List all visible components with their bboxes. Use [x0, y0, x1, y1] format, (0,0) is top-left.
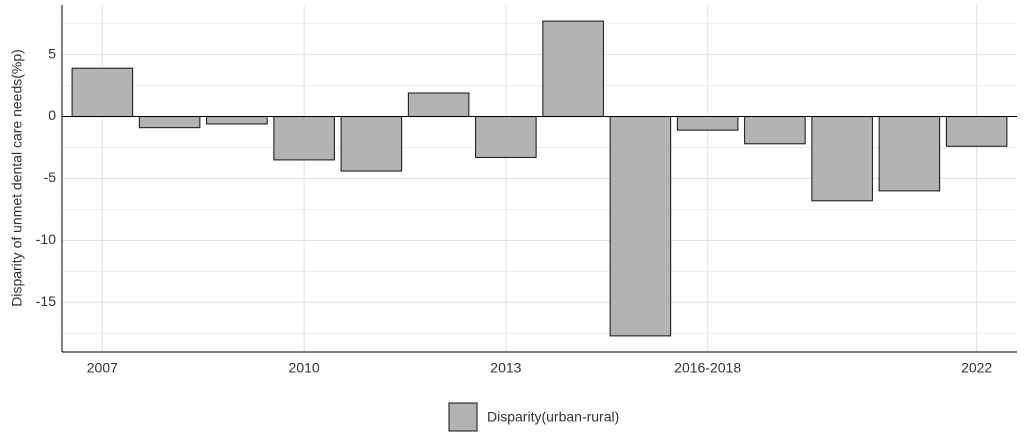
bar — [744, 116, 806, 145]
y-tick-label: -10 — [36, 231, 56, 247]
x-tick-label: 2013 — [490, 360, 521, 376]
y-axis-label: Disparity of unmet dental care needs(%p) — [9, 49, 25, 307]
y-tick-label: 0 — [48, 107, 56, 123]
bar — [542, 20, 604, 118]
x-tick-label: 2010 — [289, 360, 320, 376]
bar — [138, 116, 201, 129]
x-tick-label: 2007 — [87, 360, 118, 376]
bar — [945, 116, 1008, 147]
y-tick-label: -15 — [36, 293, 56, 309]
bar — [811, 116, 873, 202]
bar — [878, 116, 941, 192]
bar — [407, 92, 470, 118]
x-tick-label: 2022 — [961, 360, 992, 376]
y-tick-label: -5 — [44, 169, 57, 185]
y-tick-label: 5 — [48, 45, 56, 61]
bar — [676, 116, 739, 131]
legend-swatch — [448, 402, 478, 432]
bar — [206, 116, 268, 125]
x-tick-label: 2016-2018 — [674, 360, 741, 376]
bar — [609, 116, 672, 337]
bar — [71, 67, 134, 118]
legend-label: Disparity(urban-rural) — [487, 409, 619, 425]
bar — [273, 116, 335, 161]
bar — [340, 116, 403, 172]
bar — [475, 116, 537, 158]
